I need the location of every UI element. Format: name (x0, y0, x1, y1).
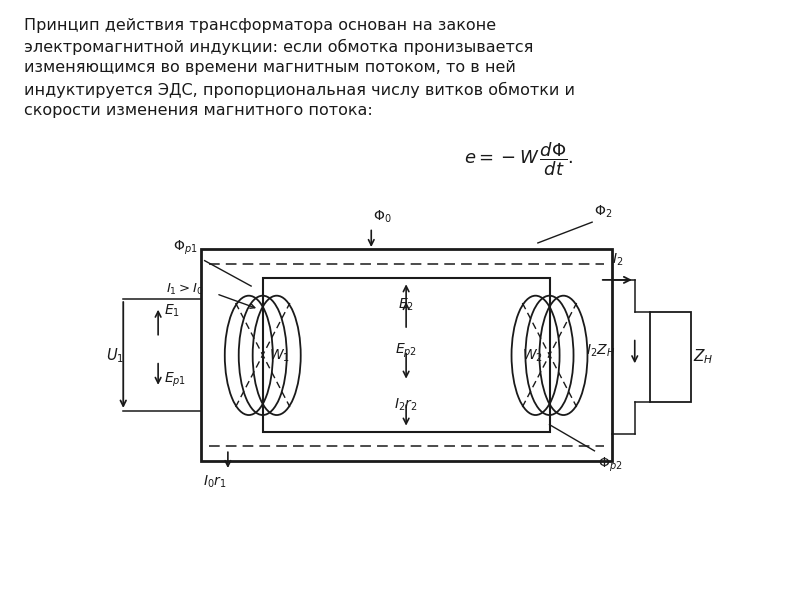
Text: $E_1$: $E_1$ (163, 302, 179, 319)
Text: $W_1$: $W_1$ (270, 347, 290, 364)
Text: $e = -W\,\dfrac{d\Phi}{dt}.$: $e = -W\,\dfrac{d\Phi}{dt}.$ (464, 140, 574, 178)
Text: $\Phi_0$: $\Phi_0$ (373, 209, 391, 225)
Text: $\Phi_2$: $\Phi_2$ (594, 203, 613, 220)
Text: $E_{p2}$: $E_{p2}$ (395, 341, 418, 360)
Text: $I_0r_1$: $I_0r_1$ (203, 474, 226, 490)
Text: $\Phi_{p2}$: $\Phi_{p2}$ (598, 455, 622, 474)
Text: $I_2r_2$: $I_2r_2$ (394, 397, 418, 413)
Text: $U_1$: $U_1$ (106, 346, 125, 365)
Text: $I_2Z_H$: $I_2Z_H$ (586, 343, 615, 359)
Text: $E_{p1}$: $E_{p1}$ (163, 371, 186, 389)
Text: $W_2$: $W_2$ (522, 347, 543, 364)
Text: Принцип действия трансформатора основан на законе
электромагнитной индукции: есл: Принцип действия трансформатора основан … (24, 18, 575, 118)
Text: $\Phi_{p1}$: $\Phi_{p1}$ (173, 238, 198, 257)
Text: $Z_H$: $Z_H$ (693, 347, 713, 366)
Text: $I_2$: $I_2$ (612, 252, 623, 268)
Text: $E_2$: $E_2$ (398, 296, 414, 313)
Text: $I_1{>}I_0$: $I_1{>}I_0$ (166, 281, 204, 296)
